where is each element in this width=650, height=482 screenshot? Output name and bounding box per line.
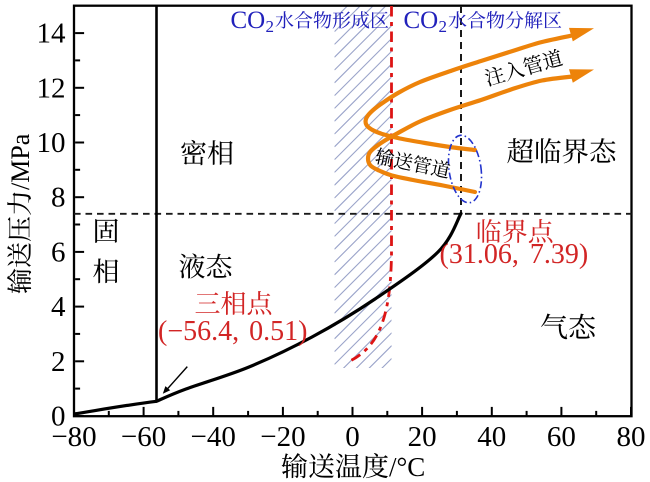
svg-text:−60: −60 — [121, 421, 166, 453]
svg-text:8: 8 — [51, 182, 66, 214]
svg-text:(−56.4,0.51): (−56.4, 0.51) — [158, 316, 307, 347]
svg-text:80: 80 — [617, 421, 646, 453]
svg-text:2: 2 — [51, 346, 66, 378]
svg-text:0: 0 — [51, 401, 66, 433]
svg-text:/MPa: /MPa — [6, 133, 35, 190]
svg-text:−20: −20 — [260, 421, 305, 453]
svg-text:(31.06,7.39): (31.06, 7.39) — [440, 239, 589, 270]
svg-text:6: 6 — [51, 236, 66, 268]
svg-text:40: 40 — [477, 421, 506, 453]
svg-text:2: 2 — [266, 17, 275, 36]
svg-text:/°C: /°C — [389, 452, 425, 482]
svg-text:10: 10 — [37, 127, 66, 159]
svg-text:4: 4 — [51, 291, 66, 323]
svg-text:CO: CO — [231, 7, 266, 34]
svg-text:12: 12 — [37, 72, 66, 104]
svg-text:−40: −40 — [191, 421, 236, 453]
svg-text:−80: −80 — [51, 421, 96, 453]
svg-text:14: 14 — [37, 18, 67, 50]
svg-text:20: 20 — [408, 421, 437, 453]
svg-text:60: 60 — [547, 421, 576, 453]
svg-text:0: 0 — [345, 421, 360, 453]
svg-text:2: 2 — [439, 17, 448, 36]
svg-text:CO: CO — [404, 7, 439, 34]
